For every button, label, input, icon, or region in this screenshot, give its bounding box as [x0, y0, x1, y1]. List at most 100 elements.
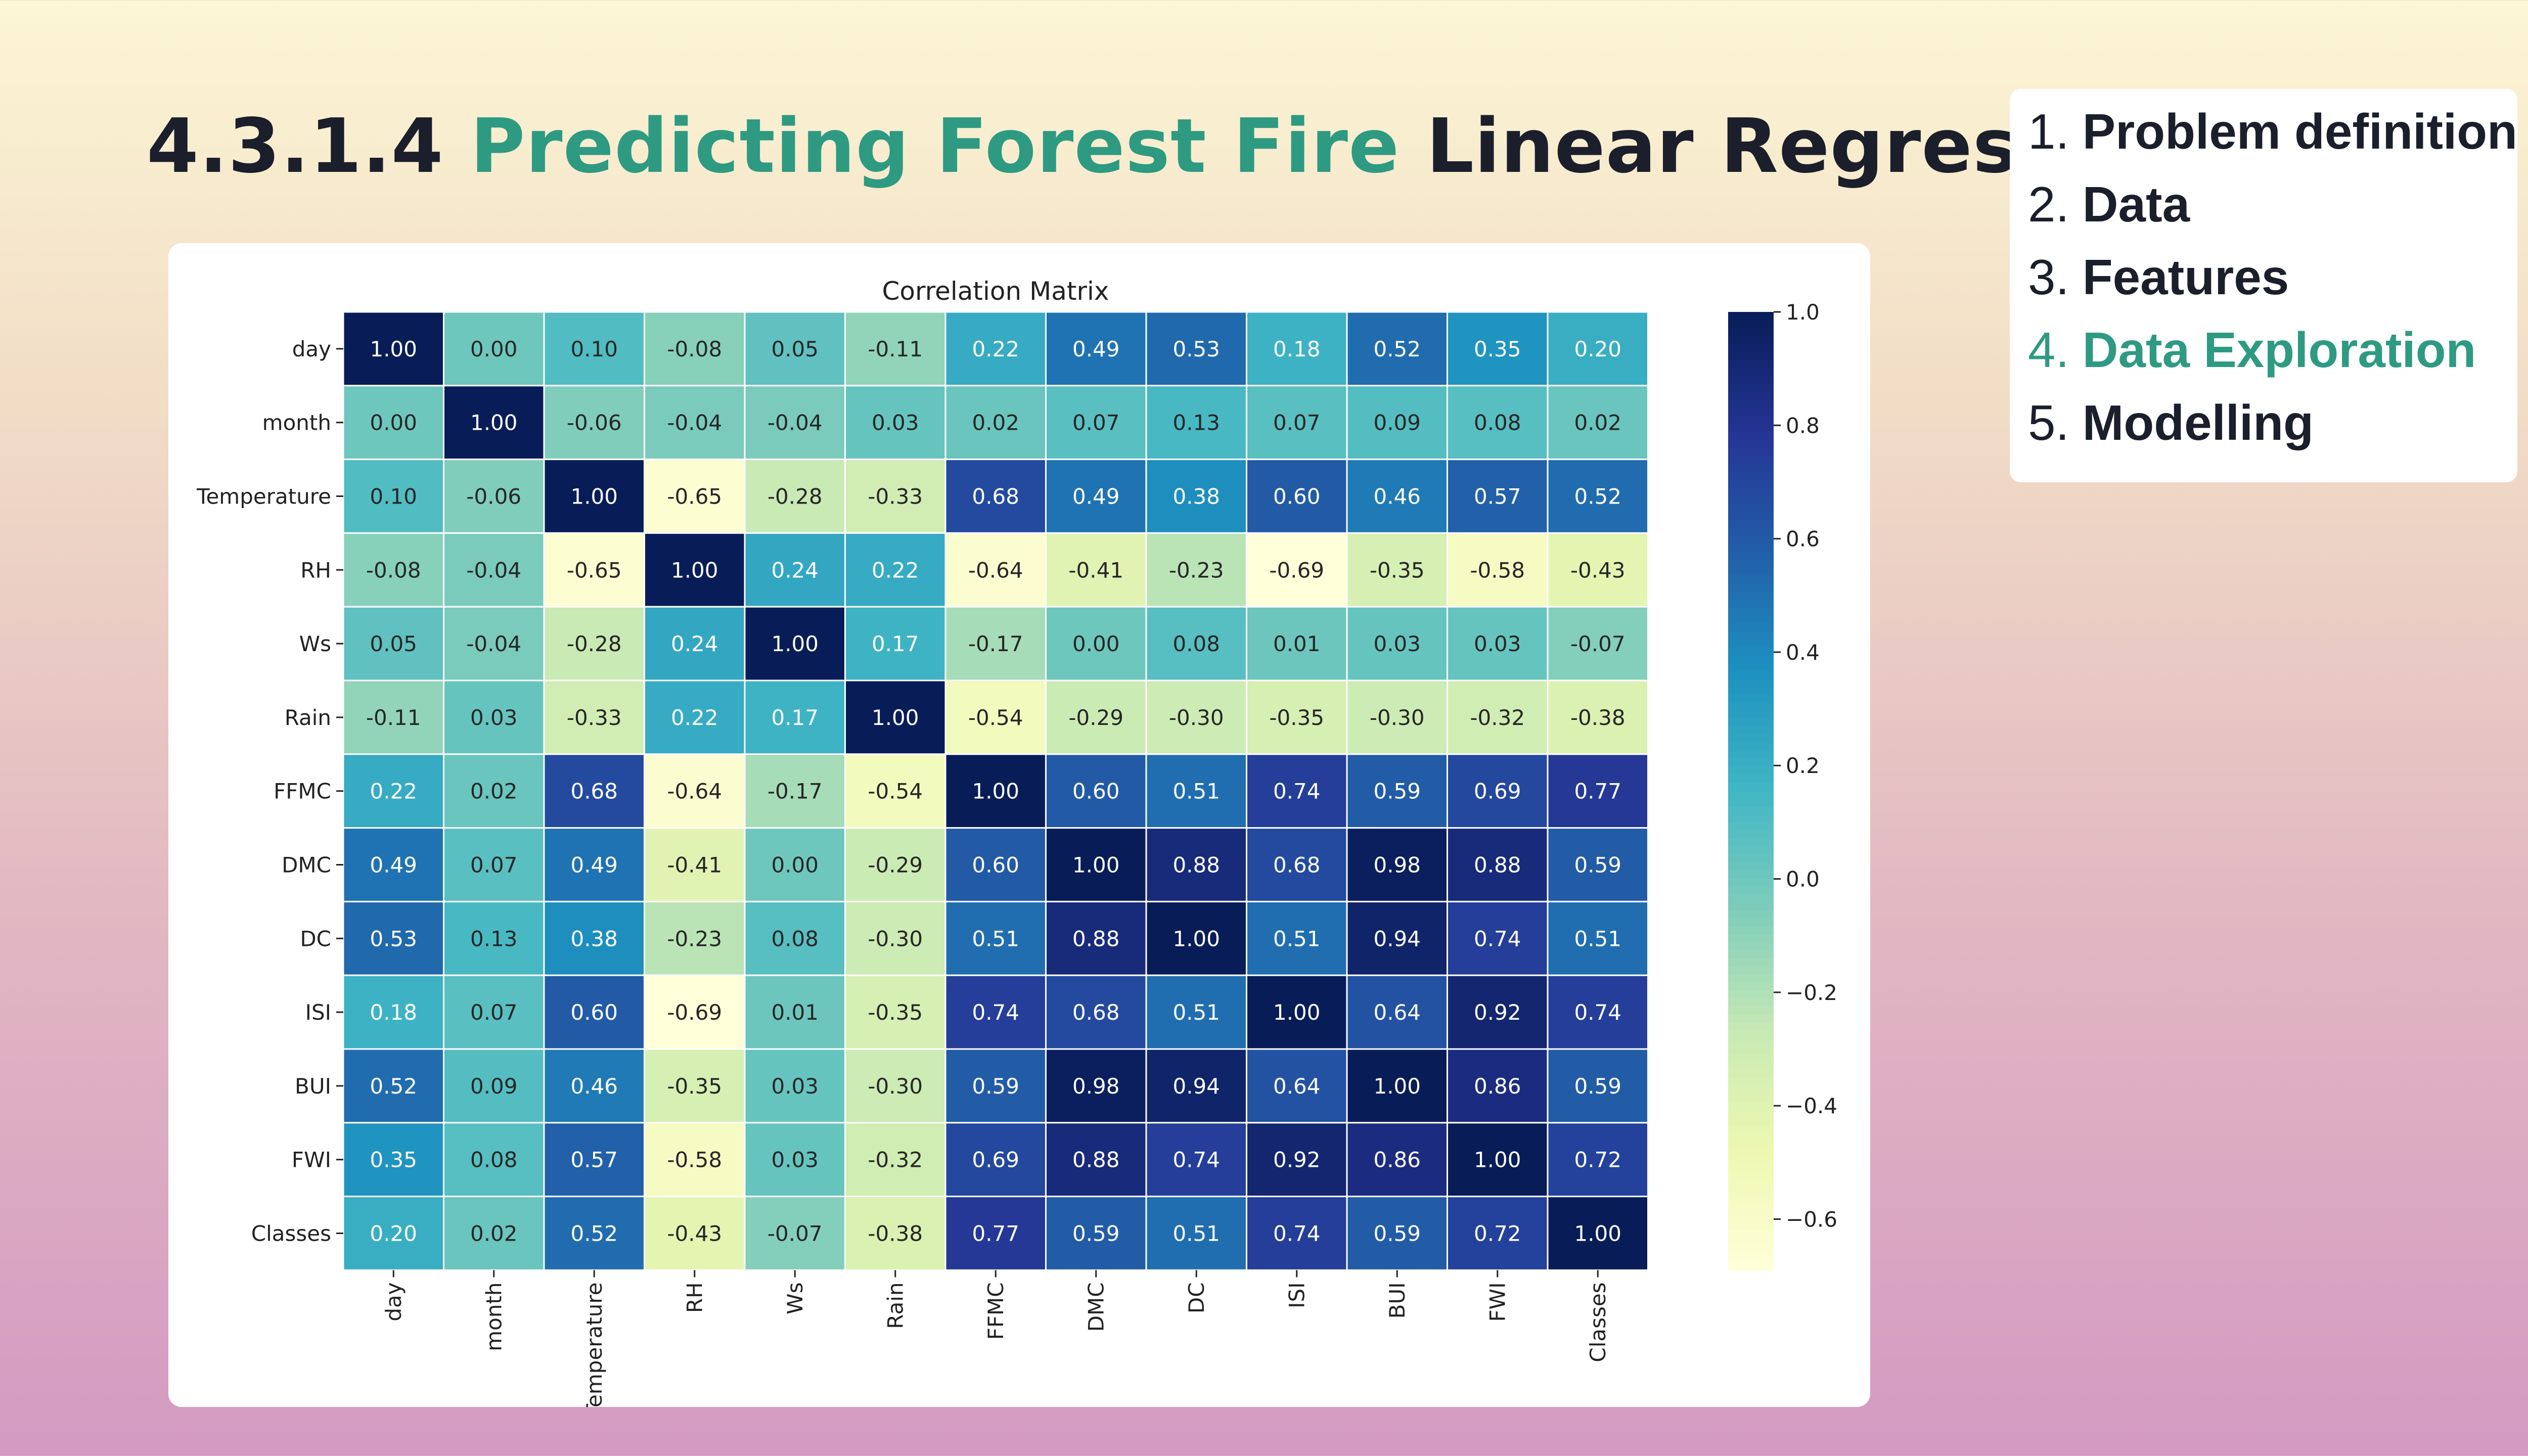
x-tick-label: DC: [1184, 1282, 1209, 1313]
colorbar-segment: [1728, 791, 1774, 800]
colorbar-tick-label: 0.0: [1786, 867, 1820, 892]
heatmap-cell: [1246, 827, 1348, 902]
colorbar-segment: [1728, 767, 1774, 776]
heatmap-cell: [1045, 311, 1147, 387]
heatmap-cell: [543, 311, 645, 387]
cell-value-label: 0.03: [771, 1148, 819, 1172]
colorbar-segment: [1728, 1110, 1774, 1119]
cell-value-label: 0.22: [972, 337, 1019, 361]
heatmap-cell: [1346, 679, 1448, 755]
y-tick-label: FWI: [292, 1148, 331, 1172]
colorbar-segment: [1728, 839, 1774, 848]
colorbar-segment: [1728, 639, 1774, 648]
y-tick-label: month: [262, 411, 331, 435]
colorbar-segment: [1728, 599, 1774, 608]
heatmap-cells: 1.00 0.00 0.10 -0.08 0.05 -0.11 0.22 0.49 0.53 0.…: [342, 311, 1649, 1271]
cell-value-label: 0.02: [470, 1221, 518, 1246]
colorbar-segment: [1728, 1190, 1774, 1199]
heatmap-cell: [1447, 827, 1549, 902]
outline-item-features: 3. Features: [2028, 249, 2517, 322]
cell-value-label: -0.69: [667, 1000, 722, 1025]
cell-value-label: 0.02: [1574, 411, 1621, 435]
colorbar-segment: [1728, 336, 1774, 345]
heatmap-cell: [1346, 1196, 1448, 1271]
colorbar-segment: [1728, 807, 1774, 816]
heatmap-cell: [1346, 385, 1448, 461]
cell-value-label: -0.30: [1370, 705, 1425, 730]
cell-value-label: 0.51: [1172, 1000, 1220, 1025]
heatmap-cell: [744, 827, 846, 902]
cell-value-label: -0.38: [868, 1221, 923, 1246]
heatmap-cell: [644, 1196, 746, 1271]
colorbar-segment: [1728, 456, 1774, 465]
heatmap-cell: [543, 606, 645, 681]
heatmap-cell: [1045, 1196, 1147, 1271]
cell-value-label: -0.35: [1269, 705, 1324, 730]
y-tick-label: ISI: [305, 1000, 331, 1025]
x-tick-label: month: [482, 1282, 507, 1351]
heatmap-cell: [1246, 900, 1348, 976]
cell-value-label: 0.49: [1072, 337, 1120, 361]
heatmap-cell: [1547, 532, 1649, 608]
cell-value-label: 0.69: [972, 1148, 1019, 1172]
colorbar-segment: [1728, 879, 1774, 888]
colorbar-segment: [1728, 607, 1774, 616]
heatmap-cell: [744, 459, 846, 534]
heatmap-cell: [1447, 385, 1549, 461]
x-tick-label: FWI: [1485, 1282, 1510, 1322]
colorbar-segment: [1728, 679, 1774, 688]
colorbar-segment: [1728, 847, 1774, 856]
cell-value-label: -0.07: [768, 1221, 823, 1246]
colorbar-segment: [1728, 1030, 1774, 1039]
heatmap-cell: [1547, 1196, 1649, 1271]
cell-value-label: 0.07: [1273, 411, 1321, 435]
heatmap-cell: [944, 753, 1047, 829]
colorbar-segment: [1728, 1230, 1774, 1239]
cell-value-label: 0.08: [470, 1148, 518, 1172]
cell-value-label: -0.33: [868, 484, 923, 509]
cell-value-label: 0.49: [570, 853, 618, 878]
colorbar-segment: [1728, 895, 1774, 903]
heatmap-cell: [644, 900, 746, 976]
outline-item-label: Data: [2082, 176, 2190, 232]
cell-value-label: 0.17: [872, 631, 919, 656]
cell-value-label: -0.08: [366, 558, 421, 582]
colorbar-segment: [1728, 935, 1774, 943]
cell-value-label: 0.07: [1072, 411, 1120, 435]
cell-value-label: 0.05: [370, 631, 417, 656]
colorbar-segment: [1728, 1222, 1774, 1231]
colorbar-segment: [1728, 783, 1774, 792]
cell-value-label: -0.43: [1570, 558, 1626, 582]
heatmap-cell: [1145, 900, 1247, 976]
cell-value-label: 0.00: [771, 853, 819, 878]
x-tick-label: Ws: [783, 1282, 807, 1314]
heatmap-cell: [1045, 974, 1147, 1050]
heatmap-cell: [1547, 827, 1649, 902]
heatmap-cell: [543, 1196, 645, 1271]
cell-value-label: 0.52: [370, 1074, 417, 1099]
colorbar-segment: [1728, 1094, 1774, 1103]
colorbar-segment: [1728, 1102, 1774, 1111]
cell-value-label: -0.08: [667, 337, 722, 361]
heatmap-cell: [1447, 679, 1549, 755]
heatmap-cell: [944, 532, 1047, 608]
y-tick-label: DC: [300, 926, 331, 951]
cell-value-label: 0.69: [1474, 779, 1521, 804]
outline-item-modelling: 5. Modelling: [2028, 394, 2517, 467]
heatmap-cell: [1547, 385, 1649, 461]
heatmap-cell: [443, 974, 545, 1050]
cell-value-label: 0.59: [1072, 1221, 1120, 1246]
y-tick-label: RH: [300, 558, 331, 582]
cell-value-label: 0.18: [370, 1000, 417, 1025]
colorbar-segment: [1728, 1150, 1774, 1159]
colorbar-segment: [1728, 855, 1774, 863]
heatmap-cell: [1246, 385, 1348, 461]
chart-panel: Correlation Matrix 1.00 0.00 0.10 -0.08 0.05…: [168, 243, 1870, 1407]
cell-value-label: 0.09: [1373, 411, 1421, 435]
colorbar-segment: [1728, 950, 1774, 960]
cell-value-label: 0.08: [1474, 411, 1521, 435]
y-tick-label: Classes: [251, 1221, 331, 1246]
cell-value-label: 0.22: [872, 558, 919, 582]
y-axis-labels: day month Temperature RH Ws Rain FFMC DMC DC ISI B…: [196, 337, 343, 1246]
x-tick-label: BUI: [1385, 1282, 1410, 1318]
